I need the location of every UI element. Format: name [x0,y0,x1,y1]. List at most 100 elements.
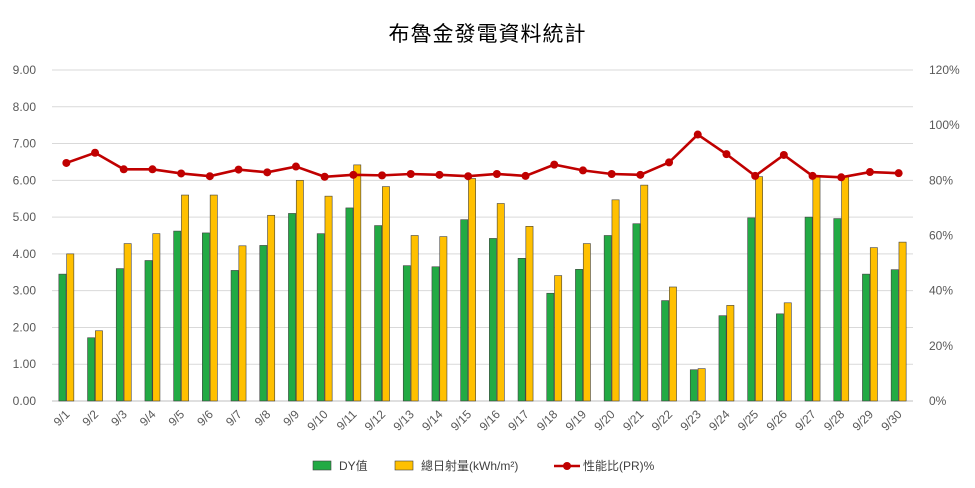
x-tick-label: 9/10 [304,407,331,434]
point-pr [636,170,645,179]
bar-dy [144,260,153,402]
y-left-tick-label: 7.00 [13,137,37,151]
y-left-tick-label: 4.00 [13,247,37,261]
bar-dy [58,273,67,402]
x-tick-label: 9/3 [108,407,130,429]
bar-dy [316,233,325,402]
x-tick-label: 9/27 [792,407,819,434]
point-pr [722,150,731,159]
x-tick-label: 9/26 [764,407,791,434]
point-pr [865,168,874,177]
point-pr [148,165,157,174]
y-left-tick-label: 2.00 [13,320,37,334]
x-tick-label: 9/25 [735,407,762,434]
bar-irradiance [898,241,907,402]
point-pr [808,171,817,180]
legend-label: DY值 [339,458,368,473]
x-axis: 9/1 9/2 9/3 9/4 9/5 9/6 9/7 9/8 9/9 9/10 9/11 9/12 9… [51,407,905,434]
bar-dy [259,245,268,402]
bar-irradiance [382,186,390,402]
point-pr [550,160,559,169]
bar-irradiance [669,286,677,402]
legend: DY值 總日射量(kWh/m²) 性能比(PR)% [312,458,655,473]
bar-irradiance [410,235,419,402]
bar-irradiance [152,233,161,402]
bar-dy [87,337,96,402]
point-pr [435,170,444,179]
legend-swatch [394,460,414,471]
y-right-tick-label: 120% [929,63,960,77]
bar-dy [632,223,641,402]
point-pr [119,165,128,174]
x-tick-label: 9/4 [137,407,159,429]
bar-irradiance [496,203,505,402]
bar-dy [575,269,583,402]
point-pr [378,171,387,180]
y-axis-left: 0.00 1.00 2.00 3.00 4.00 5.00 6.00 7.00 8.00 9.00 [13,63,37,408]
x-tick-label: 9/8 [252,407,274,429]
bar-irradiance [582,243,591,402]
bar-dy [776,313,784,402]
bar-irradiance [726,305,735,402]
legend-swatch [312,460,332,471]
y-left-tick-label: 3.00 [13,284,37,298]
bar-dy [202,232,210,402]
x-tick-label: 9/5 [166,407,188,429]
x-tick-label: 9/30 [878,407,905,434]
point-pr [492,169,501,178]
x-tick-label: 9/19 [563,407,590,434]
point-pr [894,169,903,178]
bar-irradiance [238,245,247,402]
bar-irradiance [611,199,620,402]
x-tick-label: 9/2 [79,407,101,429]
x-tick-label: 9/12 [362,407,389,434]
point-pr [320,172,329,181]
bar-irradiance [697,368,706,402]
bar-dy [173,230,182,402]
x-tick-label: 9/21 [620,407,647,434]
bar-dy [374,225,383,402]
bar-dy [603,235,612,402]
bar-irradiance [869,247,878,402]
y-left-tick-label: 6.00 [13,173,37,187]
gridlines [52,69,913,402]
point-pr [665,158,674,167]
point-pr [464,172,473,181]
bar-dy [115,268,124,402]
point-pr [779,150,788,159]
y-axis-right: 0% 20% 40% 60% 80% 100% 120% [929,63,960,408]
bar-dy [689,369,698,402]
point-pr [263,168,272,177]
y-right-tick-label: 0% [929,394,947,408]
y-left-tick-label: 1.00 [13,357,37,371]
bar-irradiance [267,214,276,402]
bar-dy [661,300,670,402]
point-pr [234,165,243,174]
x-tick-label: 9/11 [334,407,360,433]
x-tick-label: 9/20 [591,407,618,434]
y-right-tick-label: 60% [929,229,953,243]
bar-dy [230,270,239,402]
x-tick-label: 9/22 [649,407,676,434]
bar-irradiance [295,180,304,402]
x-tick-label: 9/29 [850,407,877,434]
point-pr [607,169,616,178]
bar-irradiance [123,243,132,402]
bar-irradiance [812,175,821,402]
y-right-tick-label: 100% [929,118,960,132]
bar-dy [431,266,440,402]
point-pr [349,170,358,179]
point-pr [578,166,587,175]
bar-dy [804,216,813,402]
legend-label: 總日射量(kWh/m²) [421,458,518,473]
bar-irradiance [95,330,103,402]
point-pr [751,171,760,180]
legend-marker [563,462,571,470]
point-pr [693,130,702,139]
x-tick-label: 9/9 [280,407,302,429]
y-right-tick-label: 40% [929,284,953,298]
bar-dy [890,269,899,402]
bar-dy [288,213,296,402]
bar-dy [833,218,842,402]
